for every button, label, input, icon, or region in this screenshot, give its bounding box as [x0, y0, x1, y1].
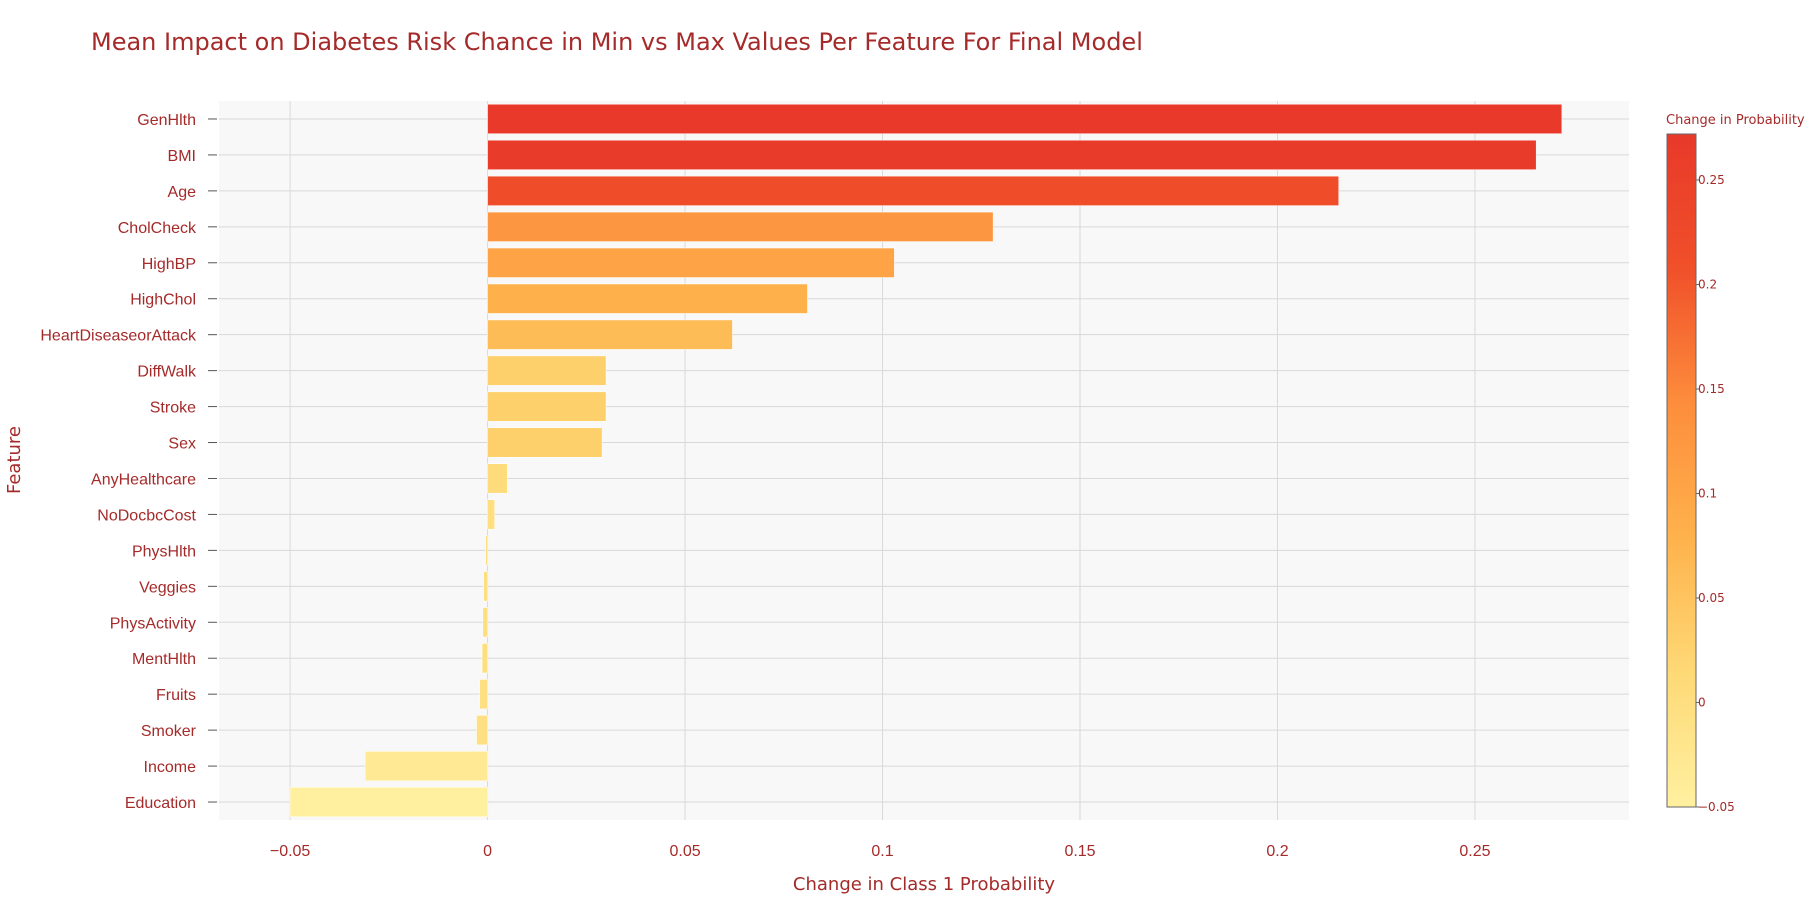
- y-axis-ticks: GenHlth BMI Age CholCheck HighBP HighChol Hear…: [40, 112, 217, 812]
- chart-title: Mean Impact on Diabetes Risk Chance in M…: [91, 28, 1143, 56]
- y-axis-title: Feature: [4, 426, 25, 494]
- bar-anyhealthcare: [487, 463, 508, 494]
- x-tick-label: 0.1: [871, 843, 893, 860]
- x-tick-label: 0: [483, 843, 492, 860]
- bar-menthlth: [481, 643, 488, 674]
- y-tick-label: Veggies: [139, 579, 196, 596]
- y-tick-label: MentHlth: [132, 651, 196, 668]
- colorbar: Change in Probability −0.05 0 0.05 0.1 0.15 0…: [1666, 113, 1805, 814]
- colorbar-tick-label: 0.25: [1698, 173, 1725, 187]
- bar-fruits: [479, 679, 488, 710]
- colorbar-gradient: [1666, 133, 1697, 808]
- y-tick-label: GenHlth: [137, 112, 196, 129]
- bar-sex: [487, 427, 603, 458]
- y-tick-label: PhysActivity: [110, 615, 196, 632]
- y-tick-label: HeartDiseaseorAttack: [40, 328, 197, 345]
- y-tick-label: Smoker: [141, 723, 197, 740]
- bar-age: [487, 175, 1339, 206]
- y-tick-label: HighChol: [130, 292, 196, 309]
- bar-genhlth: [487, 103, 1563, 134]
- x-axis-title: Change in Class 1 Probability: [793, 874, 1056, 895]
- bars: [289, 103, 1563, 818]
- colorbar-tick-label: −0.05: [1698, 800, 1735, 814]
- y-tick-label: DiffWalk: [137, 364, 197, 381]
- bar-veggies: [483, 571, 488, 602]
- bar-income: [364, 751, 488, 782]
- y-tick-label: HighBP: [142, 256, 196, 273]
- bar-bmi: [487, 139, 1537, 170]
- x-tick-label: −0.05: [270, 843, 311, 860]
- y-tick-label: PhysHlth: [132, 543, 196, 560]
- colorbar-ticks: −0.05 0 0.05 0.1 0.15 0.2 0.25: [1696, 173, 1735, 814]
- x-tick-label: 0.2: [1266, 843, 1288, 860]
- bar-highchol: [487, 283, 808, 314]
- grid-lines: [219, 101, 1629, 820]
- bar-cholcheck: [487, 211, 994, 242]
- y-tick-label: BMI: [168, 148, 196, 165]
- colorbar-tick-label: 0.2: [1698, 277, 1717, 291]
- bar-highbp: [487, 247, 895, 278]
- y-tick-label: Stroke: [150, 400, 196, 417]
- y-tick-label: Sex: [168, 436, 196, 453]
- colorbar-tick-label: 0.15: [1698, 382, 1725, 396]
- y-tick-label: AnyHealthcare: [91, 471, 196, 488]
- bar-stroke: [487, 391, 607, 422]
- colorbar-tick-label: 0.05: [1698, 591, 1725, 605]
- y-tick-label: Fruits: [156, 687, 196, 704]
- x-tick-label: 0.05: [669, 843, 700, 860]
- y-tick-label: Income: [144, 759, 197, 776]
- colorbar-title: Change in Probability: [1666, 113, 1805, 128]
- bar-heartdiseaseorattack: [487, 319, 733, 350]
- x-tick-label: 0.25: [1459, 843, 1490, 860]
- bar-physactivity: [482, 607, 488, 638]
- bar-smoker: [476, 715, 488, 746]
- y-tick-label: CholCheck: [118, 220, 197, 237]
- bar-education: [289, 787, 488, 818]
- bar-diffwalk: [487, 355, 607, 386]
- colorbar-tick-label: 0: [1698, 695, 1706, 709]
- plot-area: [219, 101, 1629, 820]
- bar-nodocbccost: [487, 499, 495, 530]
- bar-physhlth: [485, 535, 488, 566]
- colorbar-tick-label: 0.1: [1698, 486, 1717, 500]
- y-tick-label: Education: [125, 795, 196, 812]
- x-tick-label: 0.15: [1064, 843, 1095, 860]
- x-axis-ticks: −0.05 0 0.05 0.1 0.15 0.2 0.25: [270, 843, 1491, 860]
- y-tick-label: Age: [168, 184, 197, 201]
- y-tick-label: NoDocbcCost: [97, 507, 196, 524]
